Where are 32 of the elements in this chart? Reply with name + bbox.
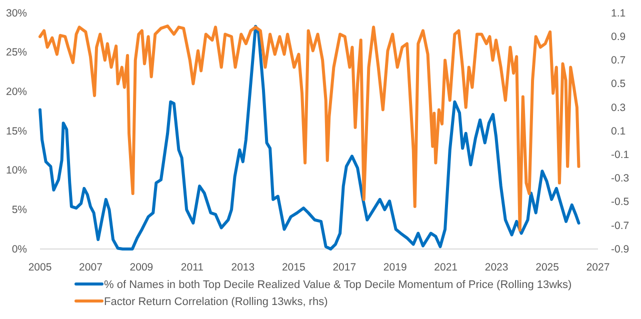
x-tick-label: 2027 [586, 261, 610, 274]
x-tick-label: 2021 [434, 261, 458, 274]
y-tick-label: 20% [6, 86, 27, 98]
legend-label: Factor Return Correlation (Rolling 13wks, rhs) [104, 296, 328, 308]
y-tick-label: 10% [6, 164, 27, 177]
y-tick-label: 0% [12, 243, 27, 256]
x-tick-label: 2023 [484, 261, 508, 274]
y2-tick-label: -0.1 [611, 148, 630, 161]
x-tick-label: 2013 [231, 261, 255, 274]
y2-tick-label: 0.3 [611, 102, 626, 114]
x-tick-label: 2025 [536, 261, 560, 274]
y2-tick-label: -0.5 [611, 196, 630, 208]
y2-tick-label: 0.9 [611, 30, 626, 43]
y2-tick-label: -0.7 [611, 220, 630, 232]
x-tick-label: 2005 [28, 261, 52, 274]
x-tick-label: 2019 [383, 261, 407, 274]
x-tick-label: 2011 [180, 261, 204, 274]
y2-tick-label: -0.9 [611, 243, 630, 256]
y-tick-label: 15% [6, 125, 27, 138]
y-tick-label: 25% [6, 46, 27, 59]
y-tick-label: 5% [12, 204, 27, 216]
y2-tick-label: 0.7 [611, 54, 626, 67]
y2-tick-label: 0.5 [611, 78, 626, 90]
x-tick-label: 2009 [130, 261, 154, 274]
y2-tick-label: 1.1 [611, 7, 626, 20]
legend-label: % of Names in both Top Decile Realized Value & Top Decile Momentum of Price (Rolling 13wks) [104, 279, 572, 291]
x-tick-label: 2017 [332, 261, 356, 274]
x-tick-label: 2007 [79, 261, 103, 274]
y2-tick-label: 0.1 [611, 125, 626, 138]
y2-tick-label: -0.3 [611, 172, 630, 185]
x-tick-label: 2015 [282, 261, 306, 274]
y-tick-label: 30% [6, 7, 27, 20]
